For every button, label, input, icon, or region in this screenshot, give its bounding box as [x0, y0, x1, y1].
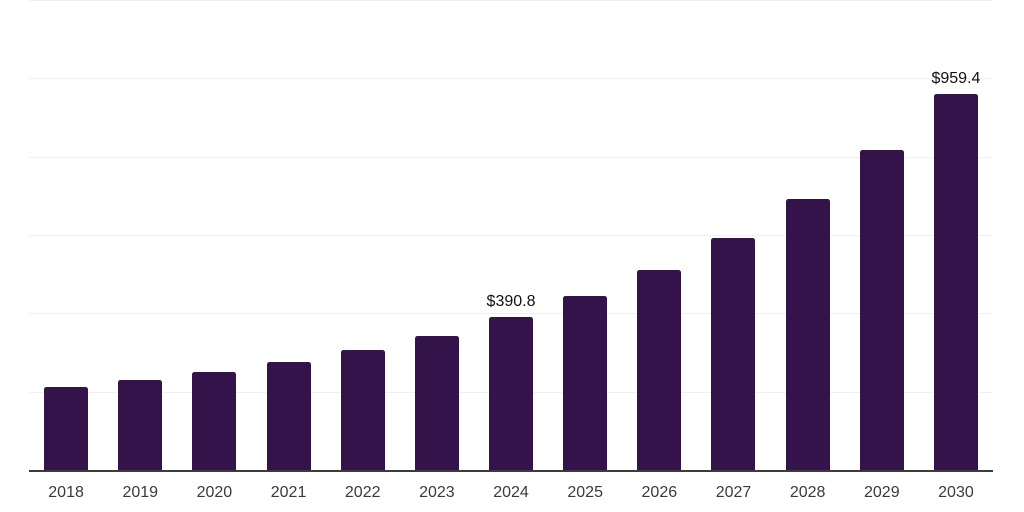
bar-2026[interactable] — [637, 269, 682, 470]
bars-container: $390.8 $959.4 — [29, 0, 993, 470]
bar-column-2025 — [548, 0, 622, 470]
bar-column-2019 — [103, 0, 177, 470]
bar-column-2027 — [696, 0, 770, 470]
bar-2024[interactable] — [489, 316, 534, 470]
x-tick-label-2027: 2027 — [715, 484, 752, 501]
plot-area: $390.8 $959.4 — [29, 0, 993, 470]
x-axis-line — [29, 470, 993, 472]
x-tick-label-2030: 2030 — [938, 484, 974, 501]
x-tick-label-2022: 2022 — [344, 484, 381, 501]
x-tick-label-2021: 2021 — [270, 484, 307, 501]
bar-column-2021 — [251, 0, 325, 470]
bar-column-2029 — [845, 0, 919, 470]
x-tick-label-2019: 2019 — [122, 484, 159, 501]
bar-2028[interactable] — [785, 199, 830, 470]
bar-column-2026 — [622, 0, 696, 470]
bar-2030[interactable] — [933, 94, 978, 470]
x-axis-tick-labels: 2018 2019 2020 2021 2022 2023 2024 2025 2026 2027… — [29, 485, 993, 501]
bar-2021[interactable] — [266, 362, 311, 470]
x-tick-label-2026: 2026 — [641, 484, 678, 501]
x-tick-label-2029: 2029 — [864, 484, 900, 501]
bar-column-2020 — [177, 0, 251, 470]
bar-column-2024: $390.8 — [474, 0, 548, 470]
x-tick-label-2020: 2020 — [196, 484, 233, 501]
gridline-400 — [29, 313, 993, 315]
bar-column-2022 — [326, 0, 400, 470]
gridline-800 — [29, 156, 993, 158]
bar-column-2030: $959.4 — [919, 0, 993, 470]
bar-2022[interactable] — [340, 349, 385, 470]
bar-2023[interactable] — [414, 335, 459, 470]
bar-value-label-2024: $390.8 — [486, 292, 536, 310]
bar-column-2018 — [29, 0, 103, 470]
x-tick-label-2025: 2025 — [567, 484, 603, 501]
gridline-1200 — [29, 0, 993, 1]
bar-2020[interactable] — [192, 371, 237, 470]
bar-2018[interactable] — [44, 386, 89, 470]
bar-column-2028 — [771, 0, 845, 470]
bar-2027[interactable] — [711, 238, 756, 470]
gridline-1000 — [29, 78, 993, 80]
bar-2029[interactable] — [859, 150, 904, 470]
x-tick-label-2028: 2028 — [789, 484, 826, 501]
bar-column-2023 — [400, 0, 474, 470]
bar-2019[interactable] — [118, 380, 163, 470]
x-tick-label-2023: 2023 — [419, 484, 455, 501]
x-tick-label-2018: 2018 — [48, 484, 84, 501]
bar-value-label-2030: $959.4 — [931, 70, 981, 88]
gridline-600 — [29, 235, 993, 236]
bar-2025[interactable] — [563, 295, 608, 470]
x-tick-label-2024: 2024 — [493, 484, 529, 501]
